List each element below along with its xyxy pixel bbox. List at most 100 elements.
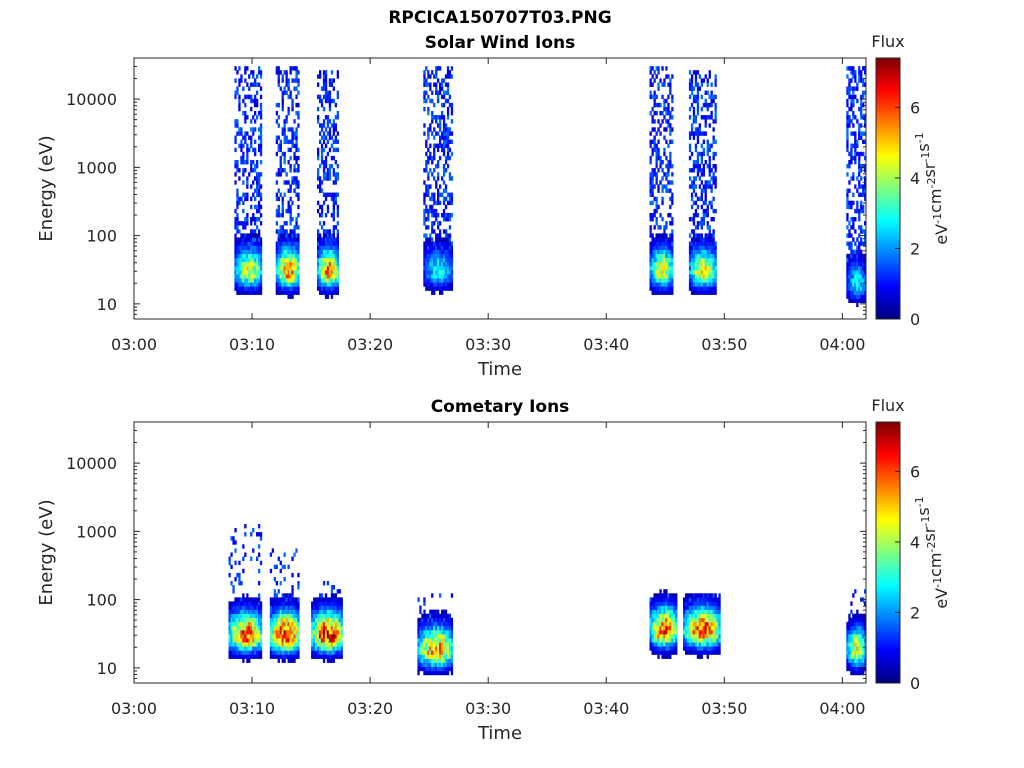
heatmap-cell [313,601,316,606]
heatmap-cell [287,646,290,651]
heatmap-cell [860,270,863,275]
panel-solar-wind: 03:00 03:10 03:20 03:30 03:40 03:50 04:00Time1… [36,32,951,380]
heatmap-cell [236,270,239,275]
heatmap-cell [250,625,253,631]
heatmap-cell [704,192,707,197]
heatmap-cell [332,123,335,128]
heatmap-cell [700,634,703,639]
heatmap-cell [685,597,688,602]
heatmap-cell [702,257,705,263]
heatmap-cell [289,282,292,287]
heatmap-cell [846,630,849,635]
heatmap-cell [423,654,426,659]
heatmap-cell [230,646,233,651]
heatmap-cell [244,290,247,295]
heatmap-cell [334,282,337,287]
heatmap-cell [248,245,251,250]
heatmap-cell [332,658,335,663]
heatmap-cell [435,241,438,246]
heatmap-cell [242,630,245,635]
heatmap-cell [439,282,442,287]
heatmap-cell [244,609,247,614]
heatmap-cell [334,192,337,197]
heatmap-cell [258,274,261,279]
heatmap-cell [655,180,658,185]
heatmap-cell [336,290,339,295]
heatmap-cell [441,634,444,639]
heatmap-cell [295,613,298,619]
heatmap-cell [427,127,430,132]
heatmap-cell [669,151,672,157]
heatmap-cell [690,78,694,83]
heatmap-cell [653,605,656,610]
heatmap-cell [293,282,296,287]
heatmap-cell [716,630,719,635]
x-axis-label: Time [477,359,522,380]
heatmap-cell [289,241,292,246]
heatmap-cell [649,131,652,136]
heatmap-cell [846,213,849,218]
heatmap-cell [431,650,434,655]
heatmap-cell [429,168,432,173]
heatmap-cell [236,650,239,655]
heatmap-cell [704,290,707,295]
heatmap-cell [657,290,660,295]
heatmap-cell [659,261,662,267]
heatmap-cell [864,282,867,287]
heatmap-cell [692,180,696,185]
heatmap-cell [429,666,432,672]
heatmap-cell [419,646,422,651]
heatmap-cell [444,184,448,189]
heatmap-cell [287,249,290,255]
heatmap-cell [322,176,326,181]
heatmap-cell [706,147,709,153]
heatmap-cell [423,270,426,275]
heatmap-cell [287,609,290,614]
heatmap-cell [275,135,278,140]
heatmap-cell [317,172,320,177]
heatmap-cell [671,625,674,631]
heatmap-cell [315,634,318,639]
heatmap-cell [295,86,298,91]
heatmap-cell [694,286,698,291]
heatmap-cell [295,78,298,83]
heatmap-cell [653,597,656,602]
heatmap-cell [661,630,664,635]
heatmap-cell [439,115,442,120]
heatmap-cell [425,249,428,255]
heatmap-cell [295,70,298,75]
heatmap-cell [332,172,335,177]
heatmap-cell [285,601,288,606]
heatmap-cell [256,241,259,246]
heatmap-cell [657,617,660,623]
heatmap-cell [433,74,436,79]
heatmap-cell [234,147,237,153]
heatmap-cell [259,147,263,153]
heatmap-cell [700,646,703,651]
heatmap-cell [439,241,442,246]
heatmap-cell [444,143,448,148]
heatmap-cell [285,274,288,279]
heatmap-cell [240,638,243,643]
heatmap-cell [653,241,656,246]
heatmap-cell [433,82,436,87]
heatmap-cell [433,617,436,623]
heatmap-cell [700,638,703,643]
heatmap-cell [289,188,292,193]
heatmap-cell [258,605,261,610]
heatmap-cell [238,196,241,202]
heatmap-cell [234,160,237,165]
heatmap-cell [315,642,318,647]
heatmap-cell [429,86,432,91]
heatmap-cell [659,111,662,116]
heatmap-cell [332,646,335,651]
heatmap-cell [692,229,696,234]
heatmap-cell [425,646,428,651]
heatmap-cell [862,78,865,83]
heatmap-cell [242,241,245,246]
heatmap-cell [336,204,339,210]
heatmap-cell [234,257,237,263]
heatmap-cell [246,192,249,197]
heatmap-cell [275,172,278,177]
heatmap-cell [675,638,678,643]
